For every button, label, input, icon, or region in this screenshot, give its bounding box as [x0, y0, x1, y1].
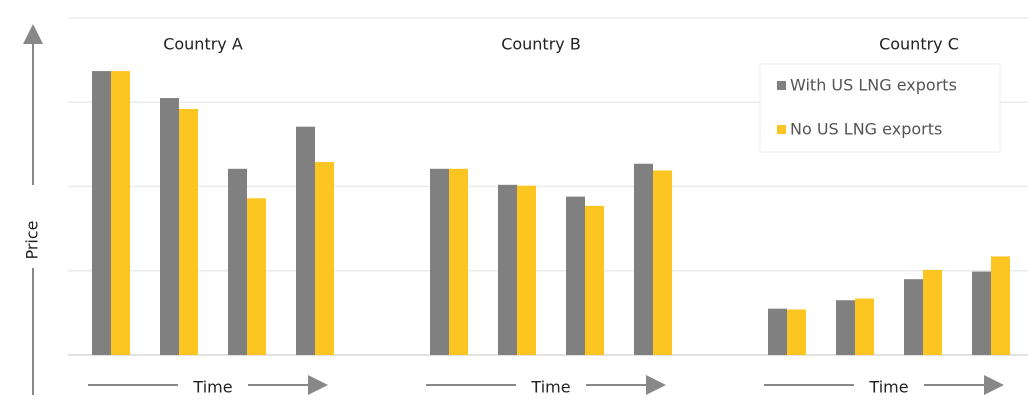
- bar: [991, 256, 1010, 355]
- chart-title: Country B: [501, 35, 581, 54]
- bar: [566, 196, 585, 355]
- bar: [160, 98, 179, 355]
- y-axis-label: Price: [23, 220, 42, 259]
- bar: [923, 269, 942, 355]
- bar: [247, 198, 266, 355]
- x-axis-label: Time: [530, 378, 570, 397]
- bar: [517, 185, 536, 355]
- bar: [228, 168, 247, 355]
- chart-title: Country A: [163, 35, 243, 54]
- bar: [787, 309, 806, 355]
- bar: [498, 184, 517, 355]
- bar: [768, 308, 787, 355]
- bar: [449, 168, 468, 355]
- bar: [179, 108, 198, 356]
- bars: [92, 71, 1010, 356]
- legend-swatch: [777, 125, 786, 134]
- legend-box: [759, 63, 1001, 153]
- bar: [972, 271, 991, 355]
- bar: [296, 126, 315, 356]
- bar: [92, 71, 111, 355]
- bar: [904, 279, 923, 355]
- x-axis-label: Time: [868, 378, 908, 397]
- bar: [855, 298, 874, 355]
- bar: [430, 168, 449, 355]
- x-axis-label: Time: [192, 378, 232, 397]
- legend: With US LNG exports No US LNG exports: [759, 63, 1001, 153]
- legend-label: No US LNG exports: [790, 120, 942, 139]
- bar: [836, 300, 855, 355]
- bar: [111, 71, 130, 355]
- bar: [585, 205, 604, 355]
- legend-label: With US LNG exports: [790, 76, 957, 95]
- bar: [634, 163, 653, 355]
- chart-title: Country C: [879, 35, 959, 54]
- legend-swatch: [777, 81, 786, 90]
- foreground: Country A Time Country B Time Country C Time W…: [88, 35, 1004, 397]
- bar: [653, 170, 672, 355]
- bar: [315, 162, 334, 355]
